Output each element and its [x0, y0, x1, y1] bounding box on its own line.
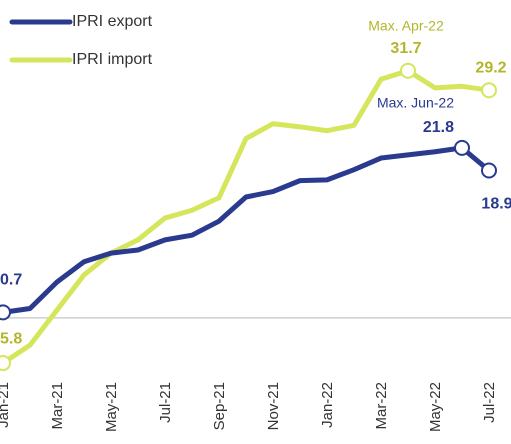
x-tick-label: May-21 — [103, 382, 120, 432]
data-label: 21.8 — [423, 119, 454, 136]
point-marker — [400, 62, 416, 79]
point-marker — [481, 82, 497, 99]
x-tick-label: Mar-22 — [373, 382, 390, 430]
x-tick-label: Jan-22 — [319, 382, 336, 428]
data-label: 29.2 — [475, 59, 506, 76]
x-tick-label: Mar-21 — [49, 382, 66, 430]
x-tick-label: Jul-21 — [157, 382, 174, 423]
data-label: 31.7 — [390, 40, 421, 57]
point-marker — [481, 162, 497, 179]
x-tick-label: Sep-21 — [211, 382, 228, 430]
data-label: 0.7 — [0, 272, 22, 289]
x-tick-label: Jan-21 — [0, 382, 12, 428]
x-tick-label: May-22 — [427, 382, 444, 432]
annotation: Max. Apr-22 — [368, 17, 444, 33]
data-label: 5.8 — [0, 330, 22, 347]
point-marker — [454, 139, 470, 156]
point-marker — [0, 355, 11, 372]
x-tick-label: Jul-22 — [481, 382, 498, 423]
x-tick-label: Nov-21 — [265, 382, 282, 430]
legend-label: IPRI export — [72, 13, 153, 30]
annotation: Max. Jun-22 — [377, 95, 454, 111]
series-line — [1, 68, 490, 366]
legend-label: IPRI import — [72, 51, 153, 68]
data-label: 18.9 — [481, 196, 511, 213]
point-marker — [0, 304, 11, 321]
series-line — [2, 145, 491, 315]
